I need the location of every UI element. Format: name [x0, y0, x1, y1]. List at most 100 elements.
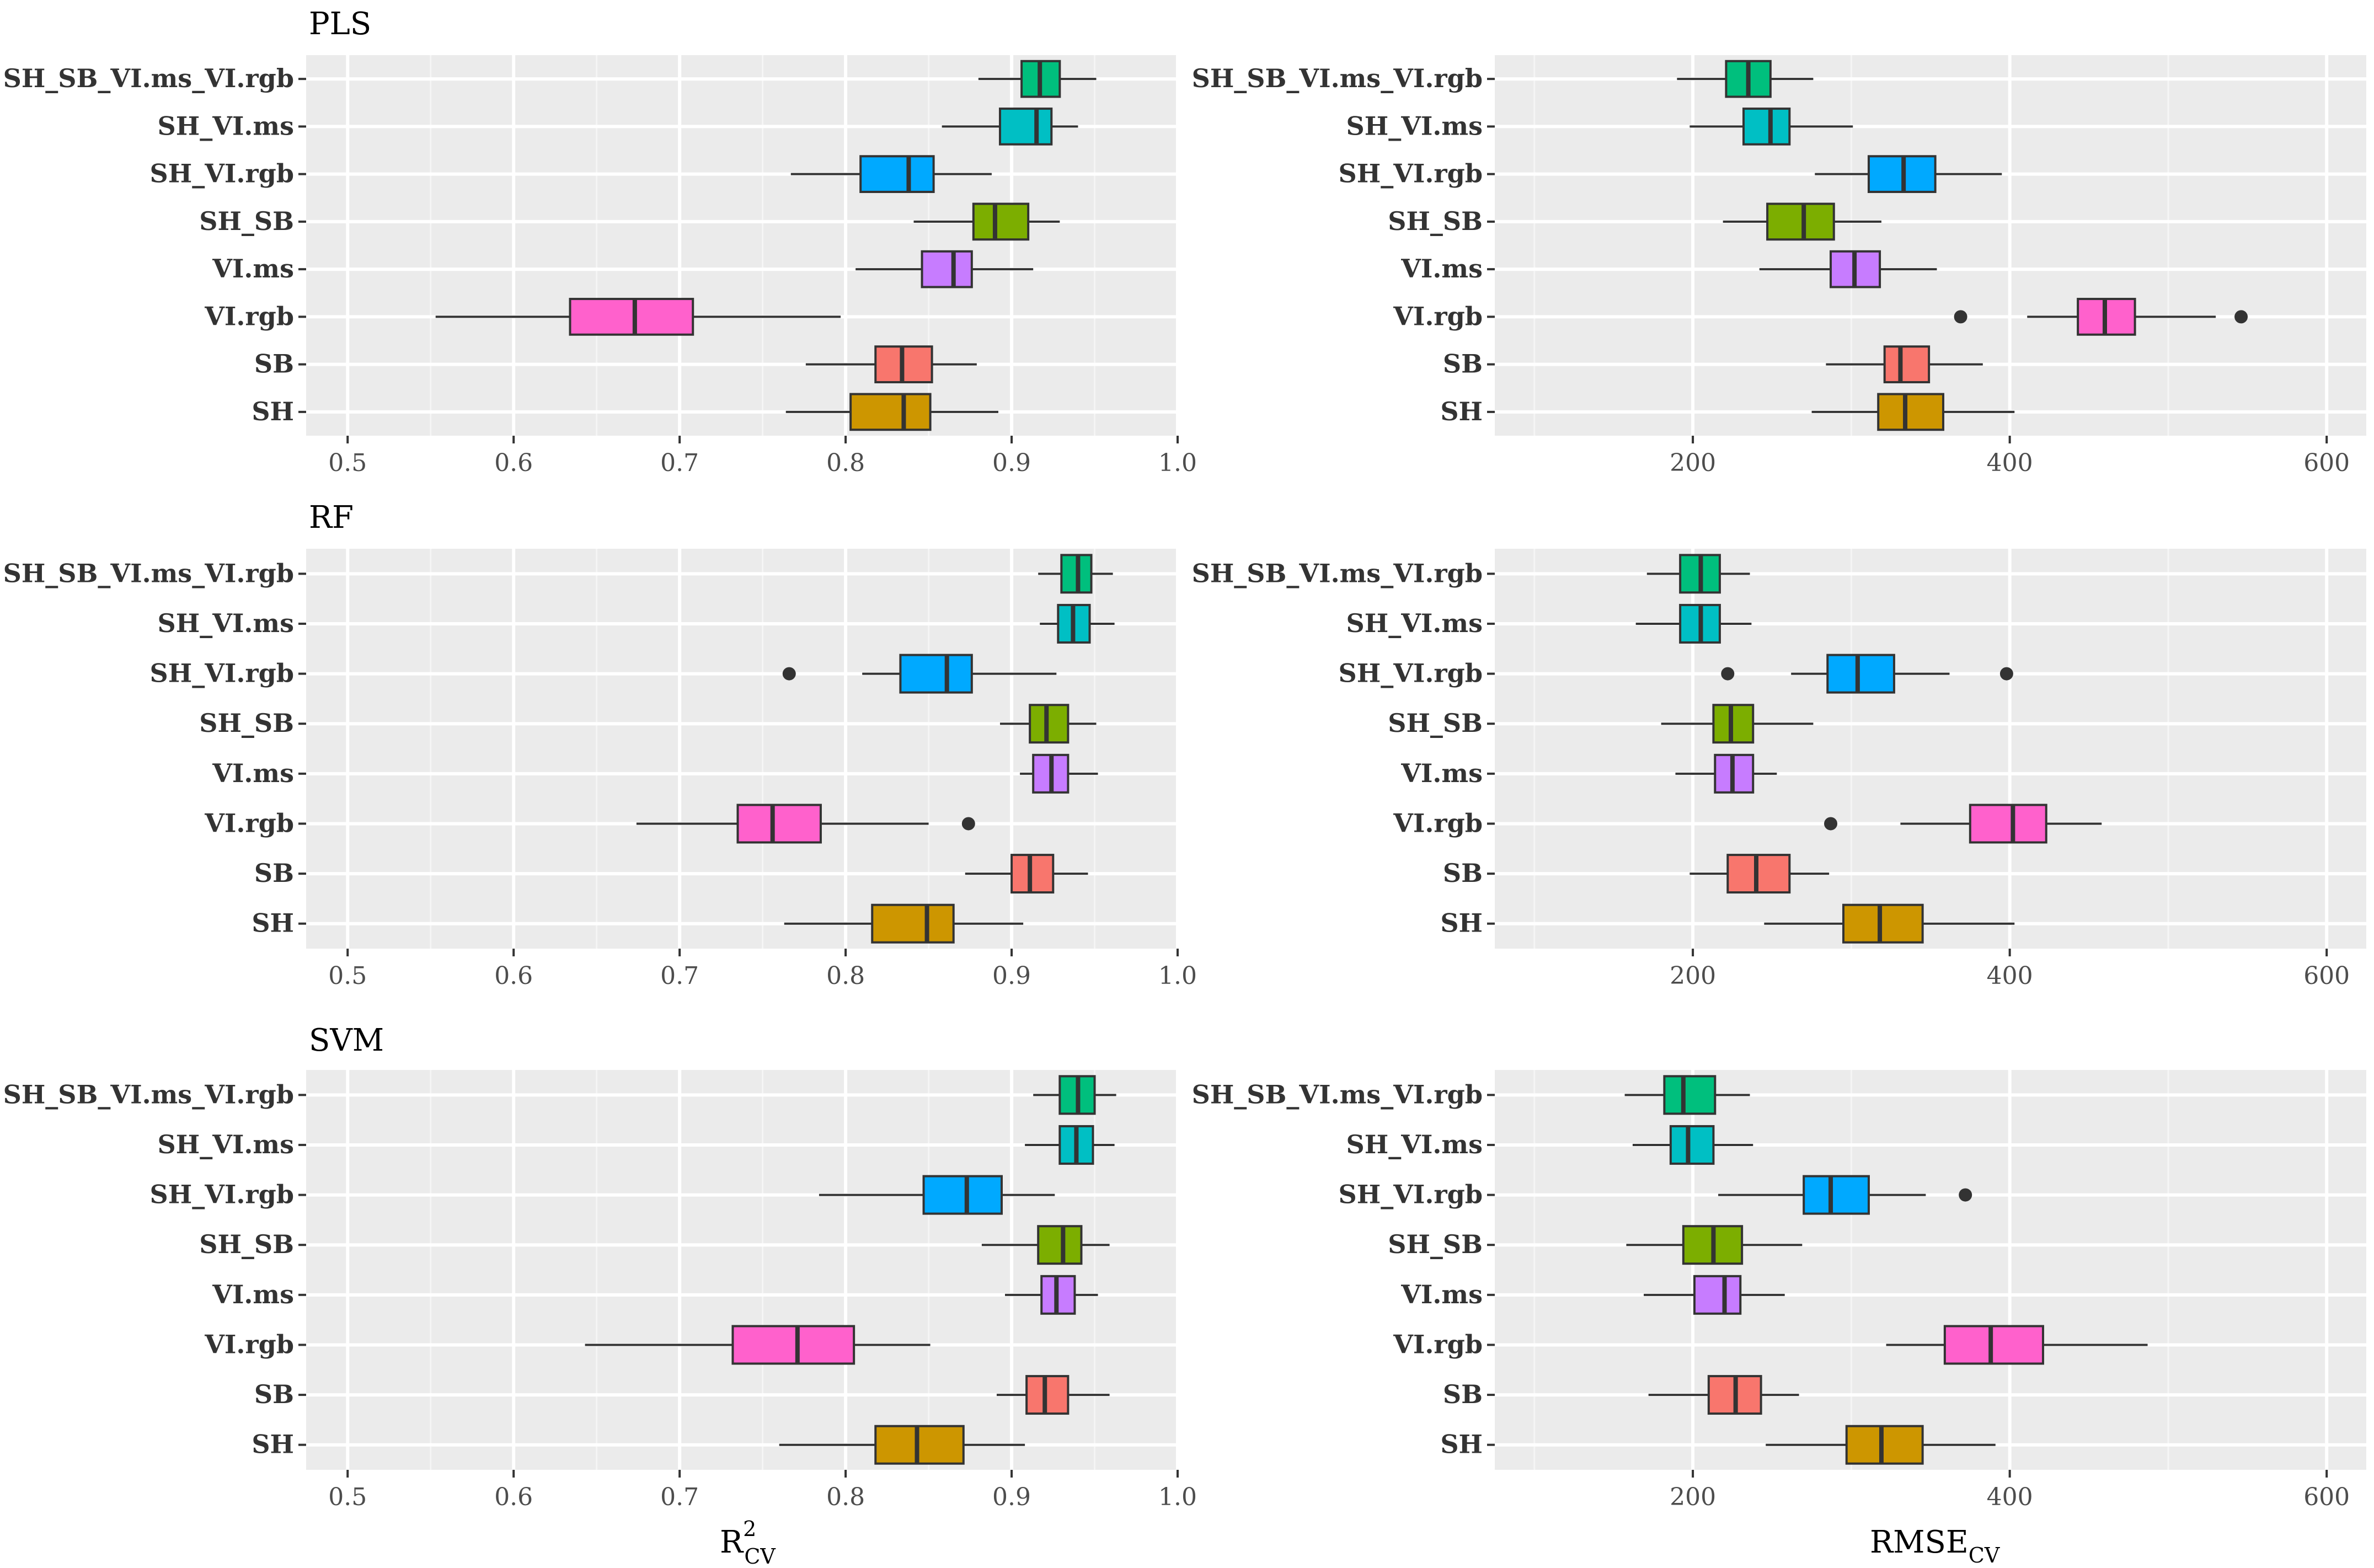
box-SH_VI.ms — [1689, 108, 1853, 146]
y-tick-label: SH_SB_VI.ms_VI.rgb — [3, 1079, 294, 1109]
box-SH_SB — [981, 1225, 1110, 1265]
y-tick-label: VI.ms — [212, 1280, 294, 1309]
y-tick-label: SH_VI.ms — [158, 608, 294, 638]
box-iqr — [874, 1425, 965, 1465]
x-tick-label: 0.5 — [328, 962, 367, 990]
box-iqr — [899, 654, 973, 694]
box-SH_VI.rgb — [1815, 155, 2002, 193]
y-tick-label: VI.rgb — [204, 1329, 294, 1359]
box-SB — [965, 854, 1088, 894]
box-SH_SB — [913, 202, 1060, 241]
y-tick-label: SH_VI.rgb — [1339, 659, 1483, 688]
y-tick-label: SH — [1440, 908, 1483, 938]
y-tick-label: SH_SB — [1388, 1229, 1483, 1259]
box-VI.rgb — [1954, 298, 2248, 336]
box-iqr — [1693, 1275, 1742, 1315]
box-SH_SB_VI.ms_VI.rgb — [1038, 554, 1113, 594]
box-SH_VI.rgb — [782, 654, 1057, 694]
box-SB — [1689, 854, 1830, 894]
panel-background — [1495, 549, 2366, 949]
panel-title: SVM — [309, 1023, 384, 1058]
box-iqr — [1766, 202, 1835, 241]
box-iqr — [1845, 1425, 1924, 1465]
box-SB — [1826, 345, 1983, 383]
box-SH_SB_VI.ms_VI.rgb — [978, 60, 1097, 98]
y-tick-label: VI.rgb — [204, 808, 294, 838]
x-tick-label: 0.8 — [826, 1483, 865, 1511]
box-iqr — [1842, 903, 1924, 944]
y-tick-label: SH — [1440, 397, 1483, 426]
y-tick-label: SH_VI.ms — [1346, 1130, 1483, 1159]
x-tick-label: 1.0 — [1158, 449, 1197, 477]
x-tick-label: 400 — [1987, 1483, 2033, 1511]
box-iqr — [1712, 704, 1755, 744]
box-iqr — [1037, 1225, 1083, 1265]
y-tick-label: SH_SB — [199, 1229, 294, 1259]
box-VI.rgb — [1886, 1325, 2148, 1365]
box-SH_VI.rgb — [1721, 654, 2013, 694]
box-VI.ms — [856, 250, 1034, 288]
y-tick-label: SH_VI.rgb — [150, 1180, 294, 1210]
box-SH — [1764, 903, 2015, 944]
box-SH_SB — [1723, 202, 1881, 241]
box-SH_SB_VI.ms_VI.rgb — [1624, 1075, 1750, 1115]
box-SH_VI.ms — [942, 108, 1078, 146]
x-tick-label: 0.9 — [992, 1483, 1031, 1511]
x-tick-label: 0.5 — [328, 1483, 367, 1511]
x-tick-label: 0.7 — [660, 1483, 699, 1511]
y-tick-label: SB — [254, 858, 294, 888]
panel-background — [1495, 55, 2366, 436]
box-SH_VI.ms — [1632, 1125, 1753, 1165]
box-VI.ms — [1675, 753, 1777, 794]
box-VI.rgb — [585, 1325, 931, 1365]
box-iqr — [569, 298, 694, 336]
panel-1: SH_SB_VI.ms_VI.rgb SH_VI.ms SH_VI.rgb SH_SB… — [3, 6, 1197, 477]
x-tick-label: 0.8 — [826, 962, 865, 990]
outlier-point — [1959, 1188, 1972, 1202]
x-tick-label: 600 — [2303, 1483, 2350, 1511]
y-tick-label: SH_VI.ms — [158, 111, 294, 141]
box-SH_SB_VI.ms_VI.rgb — [1646, 554, 1750, 594]
box-iqr — [921, 250, 973, 288]
x-tick-label: 400 — [1987, 449, 2033, 477]
panel-title: PLS — [309, 6, 371, 42]
y-tick-label: VI.ms — [1400, 758, 1483, 788]
y-tick-label: SH_VI.rgb — [150, 659, 294, 688]
box-SH — [784, 903, 1024, 944]
y-tick-label: SH_SB_VI.ms_VI.rgb — [1192, 1079, 1483, 1109]
box-SH_SB_VI.ms_VI.rgb — [1033, 1075, 1116, 1115]
y-tick-label: SH — [252, 1430, 294, 1459]
x-tick-label: 400 — [1987, 962, 2033, 990]
box-iqr — [859, 155, 935, 193]
box-SB — [1648, 1375, 1799, 1415]
box-SH_VI.rgb — [819, 1175, 1055, 1215]
x-tick-label: 0.7 — [660, 962, 699, 990]
y-tick-label: SB — [1443, 1379, 1483, 1409]
y-tick-label: SB — [1443, 349, 1483, 379]
y-tick-label: SH_SB_VI.ms_VI.rgb — [3, 63, 294, 93]
y-tick-label: SH_SB_VI.ms_VI.rgb — [1192, 63, 1483, 93]
y-tick-label: SH_SB_VI.ms_VI.rgb — [1192, 558, 1483, 588]
box-iqr — [1669, 1125, 1715, 1165]
y-tick-label: SH_VI.ms — [158, 1130, 294, 1159]
y-tick-label: SB — [1443, 858, 1483, 888]
x-tick-label: 1.0 — [1158, 962, 1197, 990]
y-tick-label: SB — [254, 349, 294, 379]
box-SH_SB — [1661, 704, 1814, 744]
box-SB — [805, 345, 977, 383]
y-tick-label: SH_VI.rgb — [150, 159, 294, 189]
x-tick-label: 600 — [2303, 449, 2350, 477]
box-iqr — [1726, 854, 1791, 894]
y-tick-label: SB — [254, 1379, 294, 1409]
y-tick-label: VI.ms — [1400, 1280, 1483, 1309]
x-tick-label: 1.0 — [1158, 1483, 1197, 1511]
box-SH — [1766, 1425, 1996, 1465]
panel-4: SH_SB_VI.ms_VI.rgb SH_VI.ms SH_VI.rgb SH_SB… — [1192, 549, 2366, 990]
outlier-point — [782, 667, 796, 681]
box-VI.ms — [1759, 250, 1937, 288]
x-tick-label: 0.6 — [494, 1483, 533, 1511]
box-iqr — [871, 903, 955, 944]
outlier-point — [1954, 310, 1967, 324]
box-SH_VI.rgb — [1718, 1175, 1972, 1215]
outlier-point — [1721, 667, 1735, 681]
